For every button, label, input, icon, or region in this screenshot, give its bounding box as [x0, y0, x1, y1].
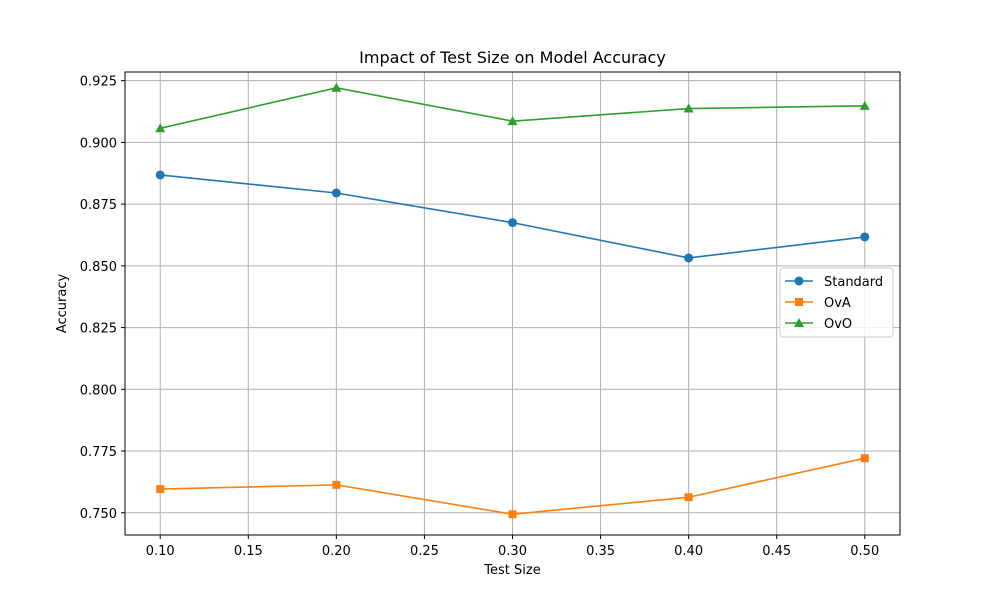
- data-point-ovo: [683, 103, 694, 113]
- axis-ticks: 0.10 0.15 0.20 0.25 0.30 0.35 0.40 0.45 0.50 0.75…: [80, 75, 879, 559]
- x-tick-label: 0.45: [762, 544, 791, 559]
- legend: Standard OvA OvO: [779, 267, 894, 338]
- y-tick-label: 0.775: [80, 445, 117, 460]
- legend-swatch-marker: [795, 298, 803, 306]
- series-ovo: [155, 82, 870, 133]
- data-point-ovo: [331, 82, 342, 92]
- data-point-ova: [508, 510, 517, 519]
- x-tick-label: 0.10: [146, 544, 175, 559]
- data-point-ovo: [507, 116, 518, 126]
- legend-item-ova: OvA: [785, 296, 851, 311]
- y-tick-label: 0.750: [80, 507, 117, 522]
- legend-item-standard: Standard: [785, 275, 883, 290]
- data-point-standard: [155, 170, 165, 180]
- legend-swatch-marker: [794, 318, 804, 327]
- y-tick-label: 0.850: [80, 260, 117, 275]
- legend-box: [779, 267, 894, 338]
- data-point-standard: [684, 253, 694, 263]
- y-tick-label: 0.875: [80, 198, 117, 213]
- y-tick-label: 0.800: [80, 383, 117, 398]
- y-axis-label: Accuracy: [55, 274, 70, 334]
- data-point-standard: [860, 232, 870, 242]
- legend-label: OvO: [824, 317, 852, 332]
- data-point-ova: [156, 485, 165, 494]
- x-tick-label: 0.30: [498, 544, 527, 559]
- data-point-standard: [331, 188, 341, 198]
- data-point-ova: [332, 480, 341, 489]
- legend-item-ovo: OvO: [785, 317, 852, 332]
- legend-swatch-marker: [794, 276, 804, 286]
- chart-title: Impact of Test Size on Model Accuracy: [359, 48, 666, 67]
- legend-label: OvA: [824, 296, 851, 311]
- legend-label: Standard: [824, 275, 883, 290]
- y-tick-label: 0.825: [80, 322, 117, 337]
- series-ova: [156, 454, 869, 519]
- data-point-ova: [860, 454, 869, 463]
- series-standard: [155, 170, 870, 263]
- data-point-ova: [684, 493, 693, 502]
- x-tick-label: 0.15: [234, 544, 263, 559]
- x-tick-label: 0.40: [674, 544, 703, 559]
- data-point-ovo: [155, 123, 166, 133]
- data-point-standard: [508, 218, 517, 228]
- y-tick-label: 0.900: [80, 136, 117, 151]
- x-tick-label: 0.50: [850, 544, 879, 559]
- y-tick-label: 0.925: [80, 75, 117, 90]
- x-tick-label: 0.25: [410, 544, 439, 559]
- x-axis-label: Test Size: [483, 563, 540, 578]
- x-tick-label: 0.20: [322, 544, 351, 559]
- data-point-ovo: [859, 100, 870, 110]
- x-tick-label: 0.35: [586, 544, 615, 559]
